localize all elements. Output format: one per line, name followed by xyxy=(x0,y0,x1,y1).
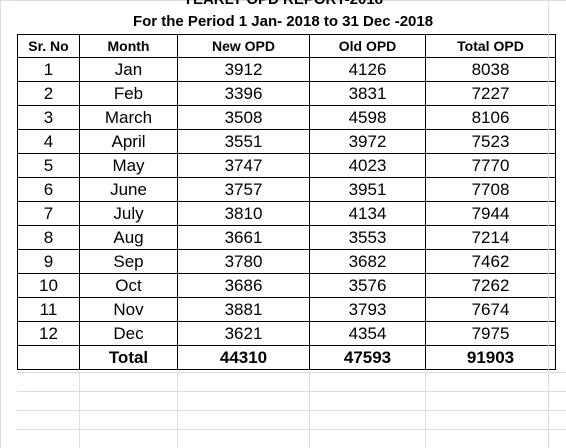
cell-month[interactable]: Nov xyxy=(79,297,178,322)
cell-old-opd[interactable]: 4023 xyxy=(309,153,426,178)
cell-total-opd[interactable]: 7462 xyxy=(425,249,556,274)
cell-total-opd[interactable]: 7214 xyxy=(425,225,556,250)
cell-total-opd[interactable]: 7227 xyxy=(425,81,556,106)
table-row: 1 Jan 3912 4126 8038 xyxy=(17,57,556,82)
empty-grid-rows xyxy=(17,372,566,448)
table-row: 11 Nov 3881 3793 7674 xyxy=(17,297,556,322)
cell-month[interactable]: Jan xyxy=(79,57,178,82)
cell-total-opd[interactable]: 7262 xyxy=(425,273,556,298)
cell-sr-no[interactable]: 10 xyxy=(17,273,80,298)
cell-sr-no[interactable]: 8 xyxy=(17,225,80,250)
cell-month[interactable]: Oct xyxy=(79,273,178,298)
cell-new-opd[interactable]: 3396 xyxy=(177,81,310,106)
opd-report-table: Sr. No Month New OPD Old OPD Total OPD 1… xyxy=(17,34,556,370)
grid-line xyxy=(79,372,80,448)
table-row: 3 March 3508 4598 8106 xyxy=(17,105,556,130)
cell-sr-no[interactable]: 5 xyxy=(17,153,80,178)
cell-sr-no[interactable]: 4 xyxy=(17,129,80,154)
cell-total-new-opd[interactable]: 44310 xyxy=(177,345,310,370)
table-row: 2 Feb 3396 3831 7227 xyxy=(17,81,556,106)
cell-old-opd[interactable]: 3793 xyxy=(309,297,426,322)
cell-new-opd[interactable]: 3661 xyxy=(177,225,310,250)
cell-month[interactable]: Feb xyxy=(79,81,178,106)
cell-month[interactable]: Dec xyxy=(79,321,178,346)
cell-total-opd[interactable]: 7523 xyxy=(425,129,556,154)
cell-total-opd[interactable]: 7708 xyxy=(425,177,556,202)
cell-month[interactable]: June xyxy=(79,177,178,202)
cell-month[interactable]: March xyxy=(79,105,178,130)
table-row: 10 Oct 3686 3576 7262 xyxy=(17,273,556,298)
cell-sr-no[interactable]: 3 xyxy=(17,105,80,130)
cell-month[interactable]: May xyxy=(79,153,178,178)
cell-old-opd[interactable]: 3951 xyxy=(309,177,426,202)
cell-total-blank[interactable] xyxy=(17,345,80,370)
cell-total-opd[interactable]: 7944 xyxy=(425,201,556,226)
table-row: 9 Sep 3780 3682 7462 xyxy=(17,249,556,274)
cell-total-opd[interactable]: 7674 xyxy=(425,297,556,322)
header-old-opd[interactable]: Old OPD xyxy=(309,34,426,58)
cell-old-opd[interactable]: 3682 xyxy=(309,249,426,274)
cell-old-opd[interactable]: 3576 xyxy=(309,273,426,298)
header-row: Sr. No Month New OPD Old OPD Total OPD xyxy=(17,34,556,58)
cell-total-opd[interactable]: 8106 xyxy=(425,105,556,130)
cell-total-opd[interactable]: 7975 xyxy=(425,321,556,346)
cell-new-opd[interactable]: 3810 xyxy=(177,201,310,226)
cell-sr-no[interactable]: 6 xyxy=(17,177,80,202)
cell-new-opd[interactable]: 3881 xyxy=(177,297,310,322)
grid-line xyxy=(177,372,178,448)
grid-line xyxy=(548,0,549,448)
table-row: 7 July 3810 4134 7944 xyxy=(17,201,556,226)
cell-month[interactable]: Sep xyxy=(79,249,178,274)
cell-new-opd[interactable]: 3551 xyxy=(177,129,310,154)
cell-total-old-opd[interactable]: 47593 xyxy=(309,345,426,370)
cell-new-opd[interactable]: 3508 xyxy=(177,105,310,130)
table-row: 5 May 3747 4023 7770 xyxy=(17,153,556,178)
cell-sr-no[interactable]: 12 xyxy=(17,321,80,346)
table-row: 8 Aug 3661 3553 7214 xyxy=(17,225,556,250)
cell-old-opd[interactable]: 4134 xyxy=(309,201,426,226)
table-row: 12 Dec 3621 4354 7975 xyxy=(17,321,556,346)
cell-new-opd[interactable]: 3686 xyxy=(177,273,310,298)
header-sr-no[interactable]: Sr. No xyxy=(17,34,80,58)
cell-sr-no[interactable]: 9 xyxy=(17,249,80,274)
cell-month[interactable]: Aug xyxy=(79,225,178,250)
cell-new-opd[interactable]: 3912 xyxy=(177,57,310,82)
cell-total-opd[interactable]: 8038 xyxy=(425,57,556,82)
cell-old-opd[interactable]: 4598 xyxy=(309,105,426,130)
cell-sr-no[interactable]: 11 xyxy=(17,297,80,322)
cell-month[interactable]: April xyxy=(79,129,178,154)
grid-line xyxy=(425,372,426,448)
cell-old-opd[interactable]: 3831 xyxy=(309,81,426,106)
cell-new-opd[interactable]: 3621 xyxy=(177,321,310,346)
cell-new-opd[interactable]: 3780 xyxy=(177,249,310,274)
header-total-opd[interactable]: Total OPD xyxy=(425,34,556,58)
total-row: Total 44310 47593 91903 xyxy=(17,345,556,370)
header-new-opd[interactable]: New OPD xyxy=(177,34,310,58)
cell-sr-no[interactable]: 1 xyxy=(17,57,80,82)
cell-month[interactable]: July xyxy=(79,201,178,226)
report-title: YEARLY OPD REPORT-2018 xyxy=(0,0,566,9)
cell-old-opd[interactable]: 3972 xyxy=(309,129,426,154)
cell-old-opd[interactable]: 4354 xyxy=(309,321,426,346)
header-month[interactable]: Month xyxy=(79,34,178,58)
cell-sr-no[interactable]: 2 xyxy=(17,81,80,106)
cell-total-total-opd[interactable]: 91903 xyxy=(425,345,556,370)
table-row: 4 April 3551 3972 7523 xyxy=(17,129,556,154)
cell-total-opd[interactable]: 7770 xyxy=(425,153,556,178)
grid-line xyxy=(309,372,310,448)
cell-old-opd[interactable]: 4126 xyxy=(309,57,426,82)
cell-new-opd[interactable]: 3747 xyxy=(177,153,310,178)
table-row: 6 June 3757 3951 7708 xyxy=(17,177,556,202)
cell-sr-no[interactable]: 7 xyxy=(17,201,80,226)
cell-total-label[interactable]: Total xyxy=(79,345,178,370)
cell-new-opd[interactable]: 3757 xyxy=(177,177,310,202)
report-subtitle: For the Period 1 Jan- 2018 to 31 Dec -20… xyxy=(132,13,434,30)
cell-old-opd[interactable]: 3553 xyxy=(309,225,426,250)
